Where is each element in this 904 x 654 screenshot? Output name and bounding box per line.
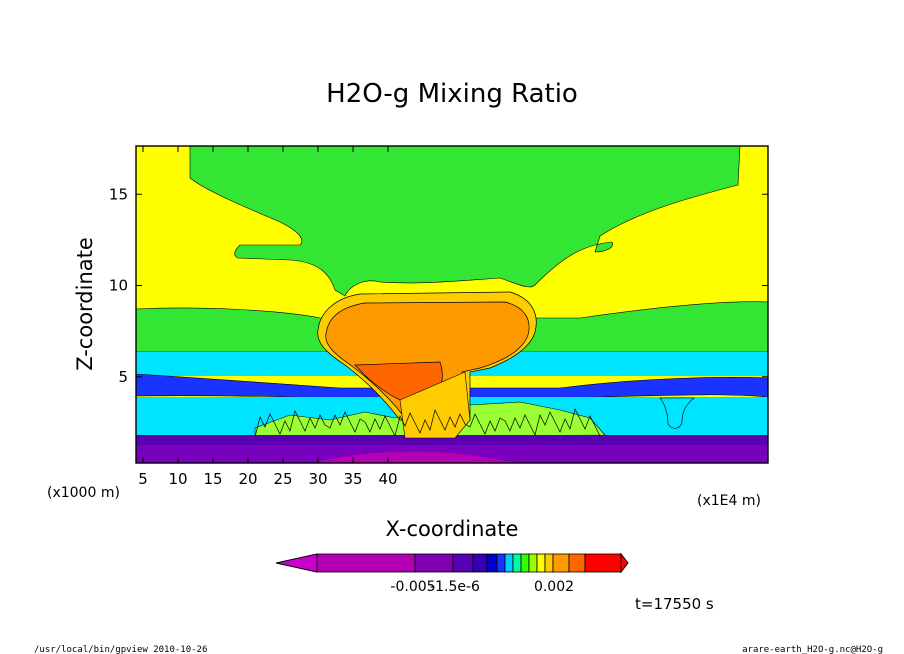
colorbar-swatch xyxy=(520,553,530,573)
colorbar-arrow-right xyxy=(620,552,629,574)
right-plume xyxy=(659,397,695,429)
colorbar-swatch xyxy=(316,553,416,573)
x-tick-label: 5 xyxy=(138,470,148,488)
colorbar-swatch xyxy=(512,553,522,573)
band-blue xyxy=(136,373,768,399)
x-tick-label: 30 xyxy=(308,470,327,488)
x-tick-label: 15 xyxy=(203,470,222,488)
x-tick-label: 10 xyxy=(168,470,187,488)
colorbar-swatch xyxy=(552,553,570,573)
colorbar-swatch xyxy=(504,553,514,573)
y-axis: 5 10 15 xyxy=(109,185,768,386)
y-tick-label: 5 xyxy=(118,368,128,386)
green-dome xyxy=(189,146,741,297)
plot-layers xyxy=(136,146,768,463)
y-tick-label: 15 xyxy=(109,185,128,203)
colorbar-swatch xyxy=(528,553,538,573)
footer-left: /usr/local/bin/gpview 2010-10-26 xyxy=(34,645,207,654)
y-axis-label: Z-coordinate xyxy=(73,237,97,371)
colorbar-swatch xyxy=(472,553,488,573)
x-unit-right: (x1E4 m) xyxy=(697,493,761,509)
cloud-anvil-inner xyxy=(325,301,530,419)
colorbar-label: -0.005 xyxy=(390,579,435,595)
colorbar-swatch xyxy=(496,553,506,573)
plot-area xyxy=(135,145,769,464)
chart-title: H2O-g Mixing Ratio xyxy=(326,79,578,109)
colorbar-label: -1.5e-6 xyxy=(430,579,480,595)
x-axis: 5 10 15 20 25 30 35 40 xyxy=(138,146,398,488)
colorbar-swatch xyxy=(544,553,554,573)
surface-magenta xyxy=(315,451,520,463)
y-tick-label: 10 xyxy=(109,277,128,295)
footer-right: arare-earth_H2O-g.nc@H2O-g xyxy=(742,645,883,654)
x-tick-label: 35 xyxy=(343,470,362,488)
turbulence-trace xyxy=(254,407,601,438)
colorbar-swatch xyxy=(414,553,454,573)
band-surface-indigo xyxy=(136,435,768,445)
x-tick-label: 40 xyxy=(378,470,397,488)
colorbar xyxy=(275,552,629,574)
x-unit-left: (x1000 m) xyxy=(47,485,120,501)
x-tick-label: 20 xyxy=(238,470,257,488)
colorbar-swatch xyxy=(486,553,498,573)
colorbar-swatch xyxy=(584,553,622,573)
colorbar-swatch xyxy=(536,553,546,573)
colorbar-label: 0.002 xyxy=(534,579,574,595)
x-tick-label: 25 xyxy=(273,470,292,488)
colorbar-labels: -0.005-1.5e-6 0.002 xyxy=(390,579,574,595)
colorbar-arrow-left xyxy=(275,553,318,573)
time-label: t=17550 s xyxy=(635,595,714,613)
colorbar-swatch xyxy=(452,553,474,573)
x-axis-label: X-coordinate xyxy=(386,517,519,541)
colorbar-swatch xyxy=(568,553,586,573)
plot-border xyxy=(135,145,769,464)
